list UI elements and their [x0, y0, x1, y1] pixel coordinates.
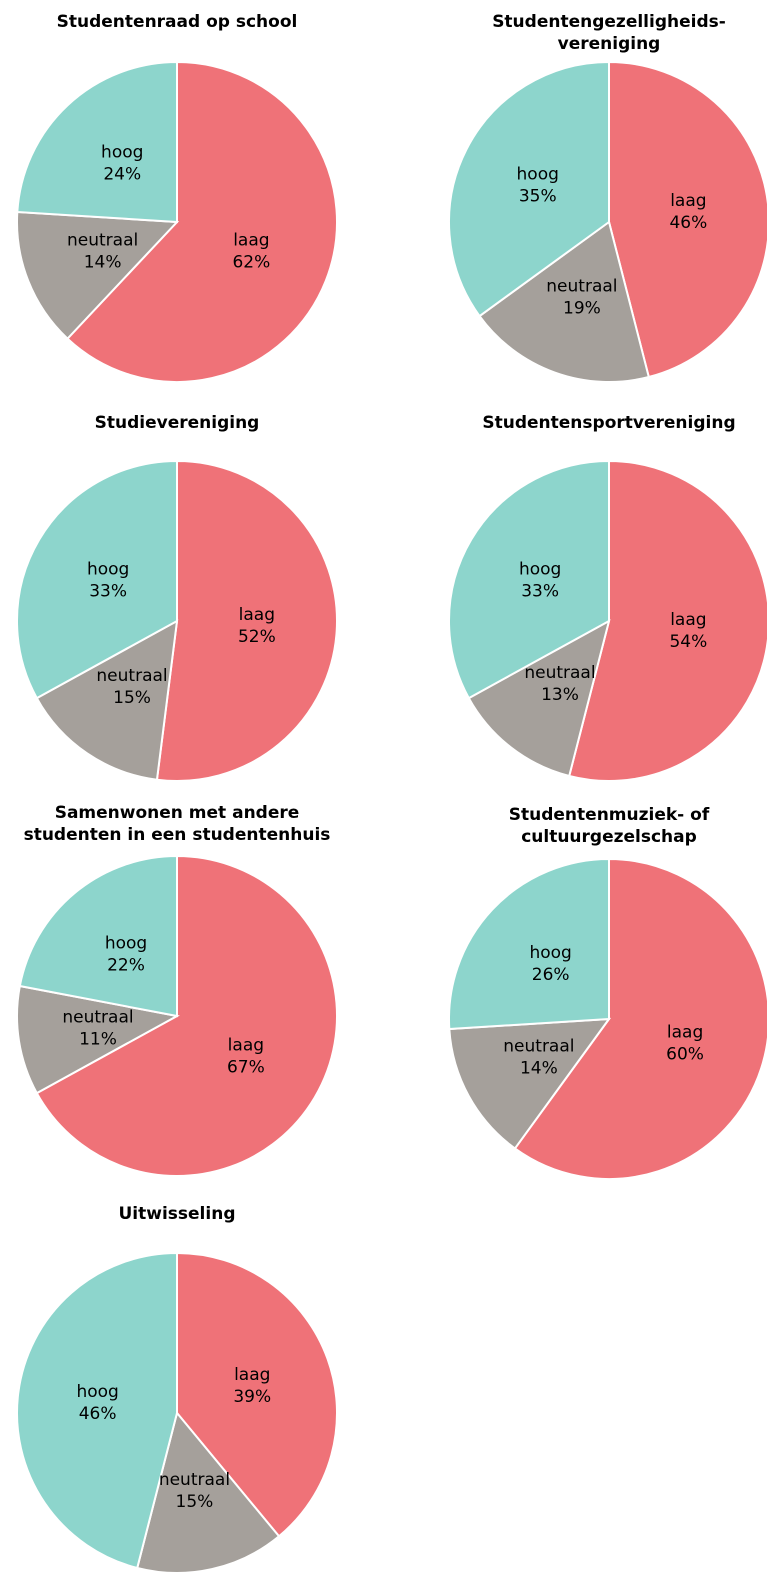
slice-value-label: 11%	[79, 1030, 117, 1050]
chart-title: Studievereniging	[95, 413, 260, 433]
slice-category: neutraal	[524, 663, 595, 683]
chart-title: Studentenraad op school	[57, 12, 298, 32]
slice-value-label: 39%	[233, 1387, 271, 1407]
pie-slice	[16, 1251, 178, 1570]
pie-slice	[448, 60, 610, 318]
slice-category: neutraal	[159, 1470, 230, 1490]
slice-value-label: 19%	[563, 298, 601, 318]
slice-value-label: 33%	[521, 581, 559, 601]
chart-title: Uitwisseling	[119, 1204, 236, 1224]
slice-category: hoog	[529, 943, 571, 963]
slice-category: neutraal	[62, 1008, 133, 1028]
slice-category: hoog	[87, 559, 129, 579]
pie-slice	[478, 220, 651, 383]
slice-value-label: 67%	[227, 1058, 265, 1078]
chart-title: cultuurgezelschap	[521, 827, 697, 847]
slice-value-label: 52%	[238, 627, 276, 647]
slice-value-label: 13%	[541, 685, 579, 705]
slice-value-label: 46%	[669, 213, 707, 233]
slice-category: laag	[233, 230, 269, 250]
pie-slice	[608, 60, 767, 379]
pie-slice	[567, 459, 767, 782]
slice-category: hoog	[105, 933, 147, 953]
chart-title: vereniging	[558, 34, 661, 54]
slice-value-label: 60%	[666, 1045, 704, 1065]
slice-value-label: 14%	[84, 252, 122, 272]
slice-category: laag	[234, 1365, 270, 1385]
slice-value-label: 24%	[103, 165, 141, 185]
slice-value-label: 22%	[107, 955, 145, 975]
slice-category: hoog	[519, 559, 561, 579]
chart-title: Studentensportvereniging	[482, 413, 735, 433]
pie-slice	[16, 60, 178, 224]
chart-title: studenten in een studentenhuis	[24, 825, 331, 845]
pie-slice	[448, 459, 610, 700]
slice-category: hoog	[101, 143, 143, 163]
slice-value-label: 46%	[79, 1404, 117, 1424]
slice-category: laag	[670, 191, 706, 211]
pie-slice	[16, 459, 178, 700]
pie-slice	[35, 619, 179, 781]
chart-title: Studentengezelligheids-	[492, 12, 726, 32]
slice-category: neutraal	[96, 666, 167, 686]
slice-category: neutraal	[503, 1037, 574, 1057]
slice-category: laag	[228, 1036, 264, 1056]
slice-value-label: 15%	[113, 688, 151, 708]
pie-slice	[448, 1017, 612, 1150]
slice-category: laag	[239, 605, 275, 625]
pie-slice	[448, 857, 610, 1031]
chart-title: Samenwonen met andere	[55, 803, 300, 823]
pie-slice	[18, 854, 178, 1018]
pie-slice	[35, 854, 338, 1177]
pie-slice	[66, 60, 338, 383]
pie-slice	[135, 1410, 281, 1574]
slice-value-label: 54%	[669, 632, 707, 652]
slice-category: laag	[667, 1023, 703, 1043]
chart-title: Studentenmuziek- of	[509, 805, 710, 825]
pie-slice	[155, 459, 339, 782]
slice-value-label: 62%	[232, 252, 270, 272]
pie-slice	[16, 210, 180, 341]
slice-value-label: 15%	[176, 1492, 214, 1512]
pie-slice	[513, 857, 767, 1180]
slice-value-label: 33%	[89, 581, 127, 601]
slice-value-label: 35%	[519, 187, 557, 207]
pie-slice	[467, 619, 611, 778]
slice-value-label: 26%	[532, 965, 570, 985]
slice-value-label: 14%	[520, 1059, 558, 1079]
pie-slice	[176, 1251, 338, 1538]
pie-slice	[16, 984, 180, 1095]
slice-category: neutraal	[546, 276, 617, 296]
slice-category: neutraal	[67, 230, 138, 250]
slice-category: hoog	[517, 165, 559, 185]
slice-category: laag	[670, 610, 706, 630]
slice-category: hoog	[76, 1382, 118, 1402]
